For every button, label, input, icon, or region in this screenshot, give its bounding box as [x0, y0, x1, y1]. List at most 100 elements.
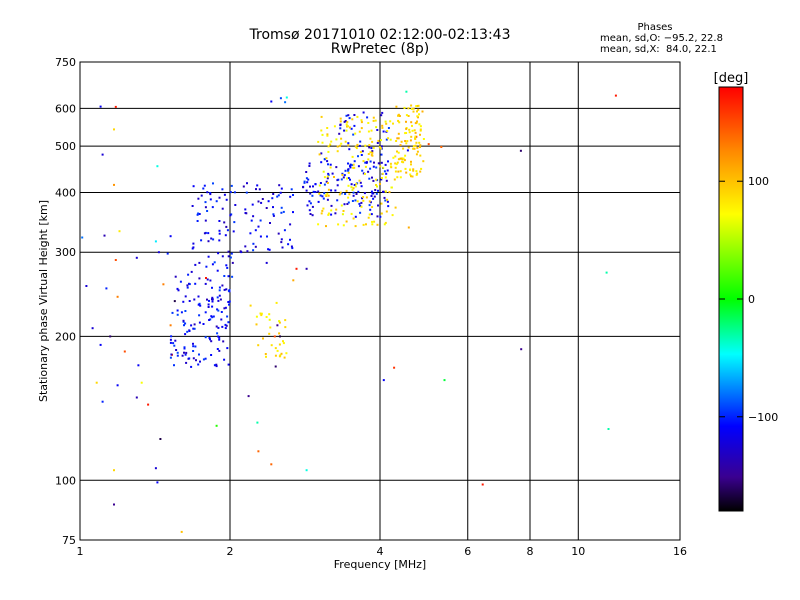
data-point	[190, 365, 193, 368]
data-point	[176, 351, 179, 354]
data-point	[250, 219, 253, 222]
data-point	[353, 114, 356, 116]
data-point	[414, 137, 417, 140]
data-point	[349, 178, 351, 181]
data-point	[392, 122, 394, 125]
data-point	[401, 160, 403, 163]
data-point	[405, 171, 408, 174]
data-point	[218, 196, 221, 199]
data-point	[353, 184, 356, 186]
data-point	[351, 118, 354, 121]
data-point	[213, 261, 216, 264]
data-point	[284, 326, 287, 329]
data-point	[274, 354, 277, 357]
data-point	[380, 212, 383, 215]
data-point	[357, 155, 359, 158]
data-point	[278, 320, 281, 323]
data-point	[218, 289, 221, 292]
data-point	[370, 213, 373, 216]
data-point	[254, 245, 257, 248]
data-point	[223, 193, 226, 196]
data-point	[202, 323, 205, 325]
data-point	[274, 347, 277, 350]
data-point	[209, 338, 211, 341]
data-point	[320, 161, 323, 164]
data-point	[330, 140, 333, 143]
data-point	[215, 325, 218, 328]
data-point	[417, 108, 420, 111]
data-point	[147, 403, 150, 406]
data-point	[319, 194, 322, 197]
data-point	[218, 232, 221, 235]
data-point	[287, 243, 290, 246]
data-point	[327, 212, 330, 215]
data-point	[369, 208, 372, 211]
data-point	[386, 169, 389, 172]
data-point	[384, 199, 387, 202]
data-point	[377, 139, 380, 142]
data-point	[380, 114, 383, 117]
data-point	[326, 133, 329, 136]
data-point	[412, 110, 415, 113]
data-point	[331, 172, 334, 175]
data-point	[371, 176, 373, 179]
data-point	[116, 384, 119, 387]
data-point	[321, 141, 324, 144]
data-point	[206, 278, 209, 281]
data-point	[197, 197, 200, 200]
y-tick-label: 500	[55, 140, 76, 153]
data-point	[364, 161, 367, 164]
data-point	[415, 173, 418, 176]
data-point	[372, 116, 375, 119]
data-point	[205, 277, 207, 279]
data-point	[327, 172, 330, 175]
data-point	[378, 146, 381, 149]
data-point	[329, 166, 332, 169]
data-point	[363, 192, 366, 195]
data-point	[408, 131, 411, 134]
data-point	[362, 111, 365, 114]
data-point	[192, 350, 195, 352]
data-point	[358, 144, 361, 147]
data-point	[352, 194, 355, 197]
data-point	[218, 338, 221, 341]
data-point	[416, 150, 419, 153]
data-point	[255, 323, 258, 326]
data-point	[206, 210, 209, 212]
data-point	[210, 354, 213, 356]
data-point	[361, 197, 364, 200]
data-point	[192, 246, 195, 249]
data-point	[321, 195, 324, 198]
data-point	[207, 240, 210, 243]
data-point	[422, 160, 425, 163]
data-point	[215, 363, 218, 366]
data-point	[183, 351, 185, 354]
data-point	[257, 450, 260, 453]
data-point	[351, 155, 354, 158]
data-point	[323, 176, 326, 179]
data-point	[174, 275, 177, 278]
data-point	[226, 347, 229, 350]
data-point	[180, 311, 183, 314]
data-point	[169, 356, 172, 359]
data-point	[361, 150, 364, 153]
data-point	[368, 177, 371, 180]
data-point	[348, 117, 351, 120]
data-point	[415, 141, 418, 144]
data-point	[327, 188, 330, 191]
data-point	[326, 192, 329, 195]
data-point	[330, 213, 333, 216]
data-point	[371, 151, 374, 154]
data-point	[220, 311, 223, 313]
data-point	[169, 338, 172, 341]
data-point	[280, 206, 283, 209]
data-point	[173, 344, 176, 347]
data-point	[410, 104, 413, 107]
data-point	[282, 342, 285, 345]
data-point	[367, 158, 370, 161]
data-point	[369, 167, 372, 170]
data-point	[308, 162, 311, 165]
data-point	[208, 319, 211, 321]
data-point	[261, 198, 264, 200]
